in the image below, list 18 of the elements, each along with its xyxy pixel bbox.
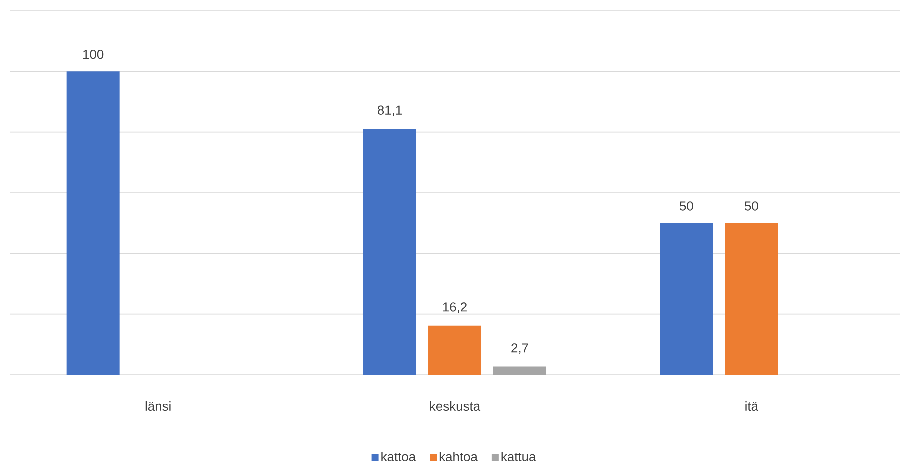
x-tick-label: itä	[746, 402, 759, 412]
data-label: 50	[744, 202, 758, 211]
data-label: 50	[680, 202, 694, 211]
bar	[364, 128, 417, 375]
data-label: 16,2	[443, 302, 467, 314]
data-label: 2,7	[512, 344, 528, 354]
bar	[428, 326, 482, 375]
legend-label: kahtoa	[440, 452, 478, 462]
data-label: 100	[84, 50, 104, 60]
bar	[66, 72, 120, 375]
legend-label: kattua	[502, 452, 536, 462]
legend-label: kattoa	[382, 452, 416, 462]
data-label: 81,1	[378, 106, 402, 116]
bar	[660, 223, 714, 375]
x-tick-label: keskusta	[430, 402, 481, 412]
bar	[725, 223, 778, 375]
x-tick-label: länsi	[146, 402, 171, 412]
bar	[494, 366, 547, 375]
